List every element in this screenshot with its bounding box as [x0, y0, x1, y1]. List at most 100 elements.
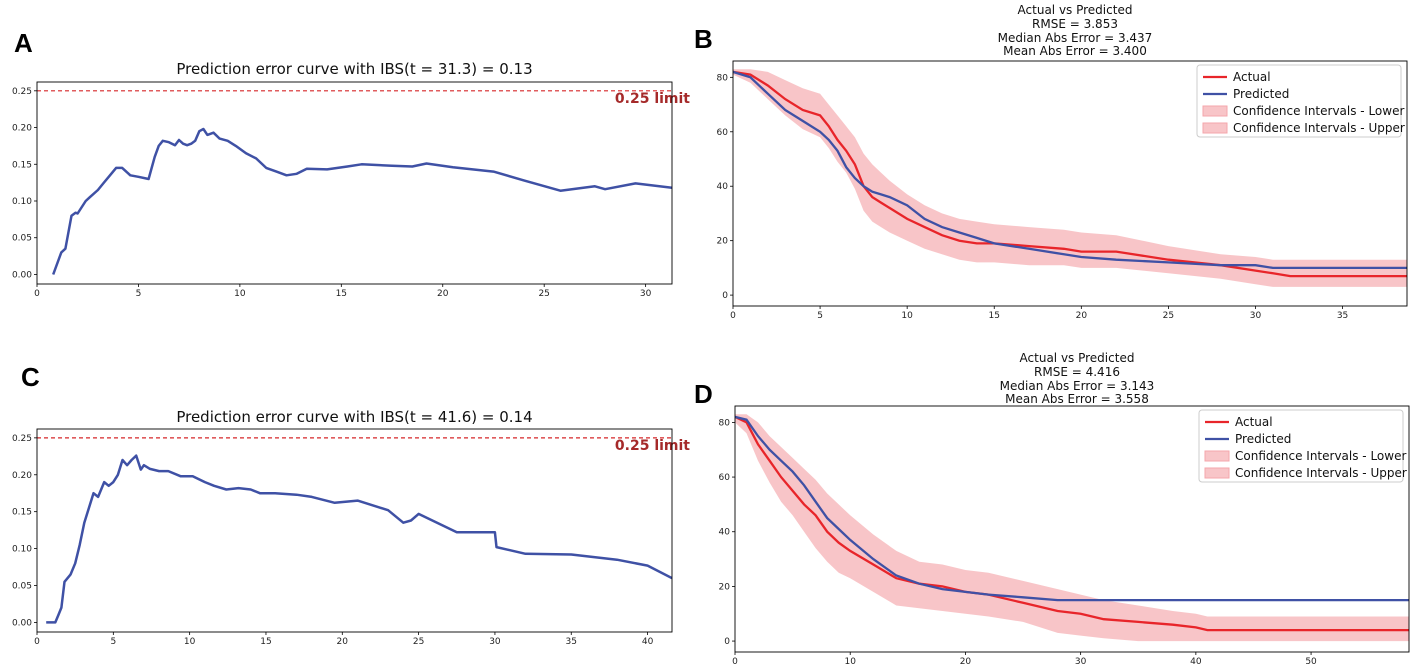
plot-frame: [734, 405, 1410, 653]
x-tick-label: 35: [1337, 311, 1348, 321]
panel-letter: C: [21, 362, 40, 392]
x-tick-label: 0: [34, 289, 40, 299]
x-tick-label: 30: [640, 289, 652, 299]
x-tick-label: 0: [732, 657, 738, 667]
plot-area: [37, 437, 672, 624]
x-tick-label: 15: [336, 289, 347, 299]
chart-title: Prediction error curve with IBS(t = 31.3…: [176, 60, 532, 78]
y-tick-label: 20: [717, 237, 729, 247]
legend-swatch: [1202, 122, 1228, 134]
legend-swatch: [1204, 467, 1230, 479]
legend-frame: [1196, 64, 1402, 138]
y-tick-label: 0: [722, 291, 728, 301]
y-tick-label: 0.25: [12, 87, 32, 97]
confidence-band: [733, 69, 1407, 287]
panel-C: C Prediction error curve with IBS(t = 41.…: [12, 362, 690, 647]
error-curve: [52, 127, 672, 275]
legend-swatch: [1202, 105, 1228, 117]
y-tick-label: 0: [724, 637, 730, 647]
legend-frame: [1198, 409, 1404, 483]
predicted-line: [735, 415, 1409, 602]
chart-title-line: Mean Abs Error = 3.400: [1003, 44, 1147, 58]
x-tick-label: 25: [413, 637, 424, 647]
y-tick-label: 60: [717, 128, 729, 138]
plot-frame: [732, 60, 1408, 307]
panel-letter: D: [694, 379, 713, 409]
plot-area: [37, 90, 672, 275]
y-tick-label: 0.00: [12, 270, 32, 280]
limit-label: 0.25 limit: [615, 438, 690, 454]
chart-title-line: Actual vs Predicted: [1020, 351, 1135, 365]
chart-title-line: Median Abs Error = 3.143: [1000, 379, 1155, 393]
predicted-line: [733, 70, 1407, 270]
plot-frame: [36, 428, 673, 633]
chart-title-line: Mean Abs Error = 3.558: [1005, 392, 1149, 406]
x-tick-label: 5: [817, 311, 823, 321]
x-tick-label: 20: [337, 637, 349, 647]
plot-area: [733, 69, 1407, 287]
legend-label: Confidence Intervals - Upper: [1235, 466, 1407, 480]
legend-label: Confidence Intervals - Lower: [1233, 104, 1404, 118]
y-tick-label: 0.20: [12, 471, 32, 481]
chart-title-line: RMSE = 3.853: [1032, 17, 1118, 31]
x-tick-label: 10: [844, 657, 856, 667]
y-tick-label: 60: [719, 473, 731, 483]
y-tick-label: 0.05: [12, 581, 32, 591]
x-tick-label: 25: [538, 289, 549, 299]
legend-label: Predicted: [1235, 432, 1291, 446]
x-tick-label: 0: [34, 637, 40, 647]
x-tick-label: 20: [437, 289, 449, 299]
legend-label: Confidence Intervals - Lower: [1235, 449, 1406, 463]
x-tick-label: 10: [901, 311, 913, 321]
x-tick-label: 25: [1163, 311, 1174, 321]
y-tick-label: 40: [719, 528, 731, 538]
y-tick-label: 0.05: [12, 234, 32, 244]
plot-frame: [36, 81, 673, 285]
y-tick-label: 0.25: [12, 434, 32, 444]
x-tick-label: 0: [730, 311, 736, 321]
y-tick-label: 80: [717, 73, 729, 83]
legend-label: Predicted: [1233, 87, 1289, 101]
legend-label: Actual: [1235, 415, 1273, 429]
y-tick-label: 0.10: [12, 197, 32, 207]
legend-swatch: [1204, 450, 1230, 462]
x-tick-label: 10: [234, 289, 246, 299]
x-tick-label: 40: [1190, 657, 1202, 667]
x-tick-label: 20: [960, 657, 972, 667]
x-tick-label: 50: [1305, 657, 1317, 667]
y-tick-label: 40: [717, 182, 729, 192]
legend: Actual Predicted Confidence Intervals - Lo…: [1196, 64, 1405, 138]
x-tick-label: 20: [1076, 311, 1088, 321]
y-tick-label: 0.15: [12, 160, 32, 170]
x-tick-label: 40: [642, 637, 654, 647]
chart-title-line: RMSE = 4.416: [1034, 365, 1120, 379]
y-tick-label: 20: [719, 582, 731, 592]
chart-title: Prediction error curve with IBS(t = 41.6…: [176, 408, 532, 426]
legend: Actual Predicted Confidence Intervals - Lo…: [1198, 409, 1407, 483]
chart-title-line: Actual vs Predicted: [1018, 3, 1133, 17]
error-curve: [46, 454, 672, 624]
y-tick-label: 0.15: [12, 508, 32, 518]
x-tick-label: 10: [184, 637, 196, 647]
limit-label: 0.25 limit: [615, 91, 690, 107]
chart-title-line: Median Abs Error = 3.437: [998, 31, 1153, 45]
x-tick-label: 30: [1250, 311, 1262, 321]
x-tick-label: 30: [1075, 657, 1087, 667]
x-tick-label: 5: [136, 289, 142, 299]
plot-area: [735, 414, 1409, 642]
y-tick-label: 0.20: [12, 124, 32, 134]
legend-label: Confidence Intervals - Upper: [1233, 121, 1405, 135]
y-tick-label: 80: [719, 418, 731, 428]
y-tick-label: 0.10: [12, 545, 32, 555]
legend-label: Actual: [1233, 70, 1271, 84]
panel-letter: A: [14, 28, 33, 58]
actual-line: [735, 415, 1409, 632]
panel-A: A Prediction error curve with IBS(t = 31.…: [12, 28, 690, 299]
y-tick-label: 0.00: [12, 618, 32, 628]
x-tick-label: 5: [110, 637, 116, 647]
x-tick-label: 15: [989, 311, 1000, 321]
confidence-band: [735, 414, 1409, 642]
